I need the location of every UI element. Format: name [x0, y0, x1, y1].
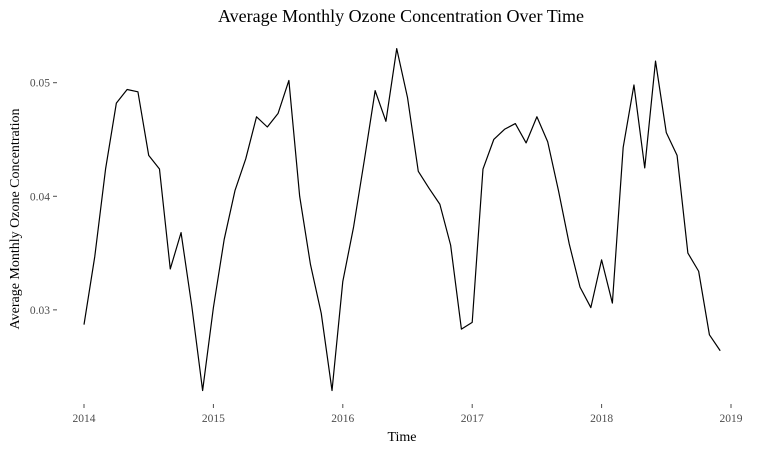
- y-tick-label-1: 0.04: [30, 191, 50, 203]
- x-tick-label-5: 2019: [720, 413, 743, 425]
- x-axis-title: Time: [387, 430, 416, 445]
- series-line-0: [83, 48, 721, 392]
- x-tick-label-0: 2014: [73, 413, 96, 425]
- series-group: [83, 48, 721, 392]
- chart-title: Average Monthly Ozone Concentration Over…: [218, 6, 584, 26]
- y-tick-label-0: 0.03: [30, 305, 50, 317]
- y-axis-title: Average Monthly Ozone Concentration: [8, 109, 23, 330]
- x-tick-label-3: 2017: [461, 413, 484, 425]
- y-axis-ticks: 0.03 0.04 0.05: [30, 78, 57, 317]
- y-tick-label-2: 0.05: [30, 78, 50, 90]
- x-tick-label-2: 2016: [331, 413, 354, 425]
- x-axis-ticks: 2014 2015 2016 2017 2018 2019: [73, 404, 743, 425]
- x-tick-label-4: 2018: [590, 413, 613, 425]
- x-tick-label-1: 2015: [202, 413, 225, 425]
